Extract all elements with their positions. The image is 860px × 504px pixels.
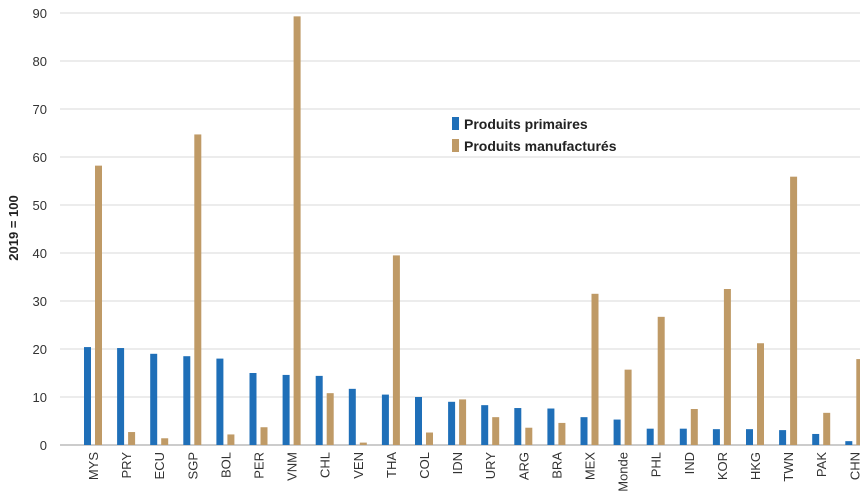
bar-vnm-primaires	[282, 374, 290, 445]
x-tick-label: PAK	[814, 452, 829, 477]
y-tick-label: 60	[33, 150, 47, 165]
x-axis-ticks: MYS PRY ECU SGP BOL PER VNM CHL VEN THA COL IDN URY A…	[86, 452, 860, 492]
y-tick-label: 90	[33, 6, 47, 21]
x-tick-label: SGP	[185, 452, 200, 479]
bar-mys-manufactures	[95, 165, 102, 445]
legend-label-manufactures: Produits manufacturés	[464, 138, 617, 154]
bar-hkg-primaires	[746, 429, 753, 445]
y-tick-label: 0	[40, 438, 47, 453]
bar-pry-manufactures	[128, 432, 136, 445]
x-tick-label: PRY	[119, 452, 134, 479]
y-axis-label: 2019 = 100	[6, 195, 21, 260]
bar-col-primaires	[415, 397, 422, 445]
bar-per-manufactures	[260, 427, 268, 445]
x-tick-label: IND	[682, 452, 697, 474]
y-tick-label: 80	[33, 54, 47, 69]
bar-chn-primaires	[845, 441, 853, 445]
x-tick-label: TWN	[781, 452, 796, 482]
bar-idn-primaires	[448, 401, 456, 445]
bar-twn-manufactures	[790, 176, 798, 445]
bar-per-primaires	[249, 373, 257, 445]
x-tick-label: PER	[252, 452, 267, 479]
bar-bol-manufactures	[227, 434, 235, 445]
legend: Produits primaires Produits manufacturés	[452, 116, 617, 154]
bar-bra-manufactures	[558, 422, 566, 445]
y-tick-label: 20	[33, 342, 47, 357]
bar-arg-primaires	[514, 408, 522, 445]
bar-ind-manufactures	[690, 409, 698, 445]
bar-ven-manufactures	[359, 442, 367, 445]
bar-idn-manufactures	[459, 399, 467, 445]
x-tick-label: CHN	[847, 452, 860, 480]
bar-phl-primaires	[646, 428, 654, 445]
y-tick-label: 50	[33, 198, 47, 213]
bar-pak-primaires	[812, 433, 820, 445]
x-tick-label: THA	[384, 452, 399, 478]
bar-vnm-manufactures	[293, 16, 301, 446]
bar-chl-primaires	[315, 375, 323, 445]
legend-swatch-primaires	[452, 117, 459, 130]
bar-col-manufactures	[426, 432, 433, 445]
bar-monde-manufactures	[624, 369, 632, 445]
y-axis-ticks: 0 10 20 30 40 50 60 70 80 90	[33, 6, 47, 453]
gridlines	[60, 12, 860, 446]
bar-pry-primaires	[117, 348, 125, 445]
bar-hkg-manufactures	[757, 343, 764, 445]
legend-swatch-manufactures	[452, 139, 459, 152]
bar-ury-primaires	[481, 405, 489, 445]
x-tick-label: PHL	[649, 452, 664, 477]
bar-ury-manufactures	[492, 417, 500, 445]
bar-pak-manufactures	[823, 412, 831, 445]
x-tick-label: Monde	[616, 452, 631, 492]
x-tick-label: MEX	[583, 452, 598, 481]
x-tick-label: VNM	[285, 452, 300, 481]
bar-chl-manufactures	[326, 393, 334, 445]
bars	[84, 16, 860, 446]
x-tick-label: CHL	[318, 452, 333, 478]
bar-mys-primaires	[84, 347, 91, 445]
x-tick-label: HKG	[748, 452, 763, 480]
bar-phl-manufactures	[657, 316, 665, 445]
bar-ind-primaires	[679, 428, 687, 445]
bar-tha-manufactures	[392, 255, 400, 445]
x-tick-label: BRA	[549, 452, 564, 479]
x-tick-label: COL	[417, 452, 432, 479]
x-tick-label: IDN	[450, 452, 465, 474]
bar-ven-primaires	[348, 388, 356, 445]
y-tick-label: 30	[33, 294, 47, 309]
bar-sgp-primaires	[183, 356, 191, 445]
x-tick-label: MYS	[86, 452, 101, 481]
bar-tha-primaires	[381, 394, 389, 445]
bar-twn-primaires	[779, 430, 787, 445]
x-tick-label: KOR	[715, 452, 730, 480]
bar-monde-primaires	[613, 419, 621, 445]
x-tick-label: BOL	[218, 452, 233, 478]
bar-ecu-manufactures	[161, 438, 169, 445]
y-tick-label: 10	[33, 390, 47, 405]
bar-kor-primaires	[712, 429, 720, 445]
y-tick-label: 70	[33, 102, 47, 117]
bar-sgp-manufactures	[194, 134, 202, 445]
x-tick-label: VEN	[351, 452, 366, 479]
bar-arg-manufactures	[525, 427, 533, 445]
bar-bra-primaires	[547, 408, 555, 445]
x-tick-label: URY	[483, 452, 498, 480]
bar-ecu-primaires	[150, 353, 158, 445]
x-tick-label: ARG	[516, 452, 531, 480]
bar-mex-manufactures	[591, 293, 599, 445]
legend-label-primaires: Produits primaires	[464, 116, 588, 132]
bar-chn-manufactures	[856, 359, 860, 445]
bar-mex-primaires	[580, 417, 588, 445]
y-tick-label: 40	[33, 246, 47, 261]
bar-kor-manufactures	[723, 289, 731, 445]
bar-bol-primaires	[216, 358, 224, 445]
x-tick-label: ECU	[152, 452, 167, 479]
